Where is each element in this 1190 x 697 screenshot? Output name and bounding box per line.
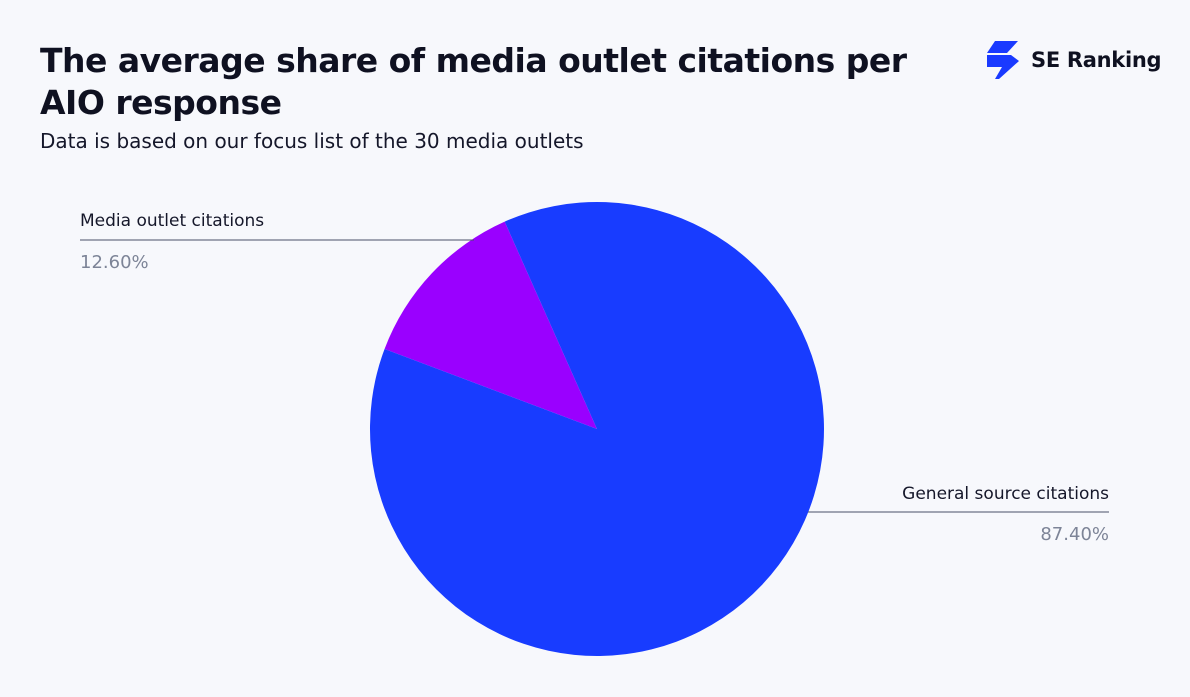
general-slice-value: 87.40% [1040, 524, 1109, 545]
chart-subtitle: Data is based on our focus list of the 3… [40, 129, 584, 153]
general-slice [369, 202, 824, 657]
se-ranking-bolt-icon [987, 41, 1019, 79]
media-slice-value: 12.60% [80, 252, 149, 273]
media-slice [384, 221, 597, 429]
media-slice-label: Media outlet citations [80, 211, 264, 231]
general-slice-label: General source citations [902, 484, 1109, 504]
brand-name: SE Ranking [1031, 48, 1162, 72]
chart-title: The average share of media outlet citati… [40, 41, 907, 122]
brand-logo: SE Ranking [985, 38, 1162, 82]
